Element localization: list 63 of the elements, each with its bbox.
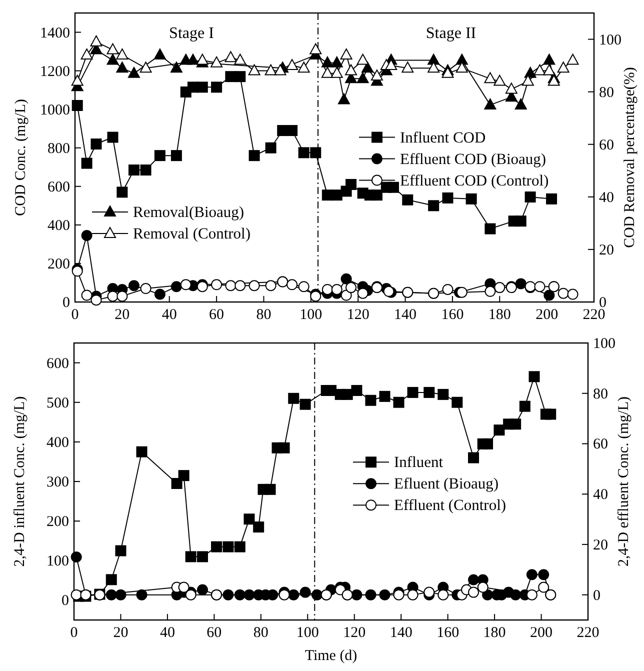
- x-tick-label: 40: [160, 625, 175, 641]
- y-tick-label: 200: [48, 256, 70, 272]
- legend-label: Removal (Control): [133, 226, 251, 242]
- y-tick-label: 400: [46, 434, 69, 451]
- x-tick-label: 160: [436, 625, 460, 641]
- x-tick-label: 100: [296, 625, 319, 641]
- x-tick-label: 60: [209, 307, 224, 323]
- y-tick-label: 200: [46, 514, 69, 530]
- x-tick-label: 180: [483, 625, 506, 641]
- y2-tick-label: 0: [593, 588, 600, 604]
- legend-label: Efluent (Bioaug): [394, 476, 499, 493]
- x-tick-label: 200: [530, 625, 553, 641]
- legend-label: Influent: [394, 454, 444, 472]
- x-tick-label: 140: [394, 307, 417, 323]
- x-tick-label: 60: [206, 625, 222, 641]
- y2-tick-label: 40: [599, 190, 614, 206]
- x-tick-label: 80: [253, 625, 268, 641]
- y-tick-label: 0: [62, 295, 70, 311]
- annotation: Stage II: [426, 25, 476, 42]
- y-tick-label: 1000: [40, 102, 70, 118]
- y2-tick-label: 60: [593, 436, 608, 453]
- legend-label: Effluent (Control): [394, 497, 506, 514]
- y2-tick-label: 100: [599, 32, 622, 48]
- y-tick-label: 500: [46, 395, 69, 412]
- x-axis-title: Time (d): [304, 648, 358, 664]
- x-tick-label: 40: [162, 307, 177, 323]
- x-tick-label: 160: [441, 307, 464, 323]
- y-tick-label: 300: [46, 474, 69, 490]
- annotation: Stage I: [169, 25, 214, 42]
- x-tick-label: 20: [114, 307, 130, 323]
- legend-label: Influent COD: [400, 129, 486, 146]
- x-tick-label: 140: [390, 625, 412, 641]
- y2-tick-label: 60: [599, 137, 614, 154]
- y-axis-title: 2,4-D influent Conc. (mg/L): [12, 396, 28, 567]
- x-tick-label: 80: [256, 307, 272, 323]
- y2-axis-title: 2,4-D effluent Conc. (mg/L): [616, 396, 632, 567]
- y-tick-label: 400: [48, 218, 70, 234]
- y-tick-label: 1200: [40, 64, 70, 80]
- y-tick-label: 600: [46, 356, 69, 372]
- legend-label: Effluent COD (Control): [400, 172, 549, 190]
- y2-tick-label: 40: [593, 487, 608, 504]
- y2-tick-label: 20: [599, 242, 614, 258]
- y-tick-label: 0: [62, 593, 69, 610]
- y-axis-title: COD Conc. (mg/L): [13, 98, 29, 216]
- y2-tick-label: 80: [599, 84, 614, 101]
- x-tick-label: 120: [343, 625, 366, 641]
- y-tick-label: 100: [46, 554, 69, 570]
- x-tick-label: 120: [346, 307, 370, 323]
- y2-axis-title: COD Removal percentage(%): [622, 67, 638, 248]
- x-tick-label: 20: [113, 625, 128, 641]
- x-tick-label: 220: [576, 625, 600, 641]
- x-tick-label: 180: [488, 307, 511, 323]
- y-tick-label: 600: [48, 179, 70, 196]
- y2-tick-label: 20: [593, 537, 608, 554]
- x-tick-label: 100: [300, 307, 322, 323]
- x-tick-label: 220: [582, 307, 606, 323]
- y-tick-label: 1400: [40, 25, 70, 42]
- legend-label: Removal(Bioaug): [133, 204, 244, 221]
- y2-tick-label: 80: [593, 386, 608, 402]
- x-tick-label: 200: [536, 307, 558, 323]
- y2-tick-label: 100: [593, 336, 616, 352]
- legend-label: Effluent COD (Bioaug): [400, 150, 546, 168]
- y-tick-label: 800: [48, 140, 70, 157]
